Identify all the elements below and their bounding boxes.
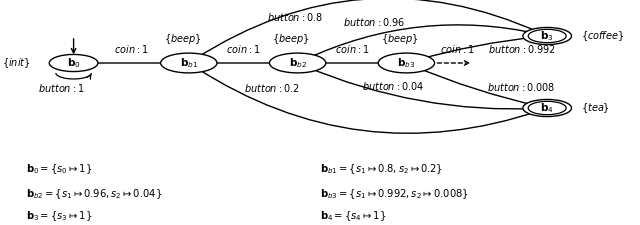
Text: $\mathbf{b}_{b3} = \{s_1 \mapsto 0.992, s_2 \mapsto 0.008\}$: $\mathbf{b}_{b3} = \{s_1 \mapsto 0.992, … bbox=[320, 187, 469, 200]
Text: $button : 0.04$: $button : 0.04$ bbox=[362, 80, 425, 92]
Text: $\{beep\}$: $\{beep\}$ bbox=[381, 32, 419, 46]
Text: $coin : 1$: $coin : 1$ bbox=[335, 43, 369, 55]
Circle shape bbox=[161, 53, 217, 73]
Text: $button : 0.992$: $button : 0.992$ bbox=[488, 43, 556, 55]
Text: $\mathbf{b}_{b2} = \{s_1 \mapsto 0.96, s_2 \mapsto 0.04\}$: $\mathbf{b}_{b2} = \{s_1 \mapsto 0.96, s… bbox=[26, 187, 162, 200]
Text: $\{beep\}$: $\{beep\}$ bbox=[164, 32, 201, 46]
Text: $button : 0.96$: $button : 0.96$ bbox=[343, 16, 406, 28]
Text: $\mathbf{b}_{b3}$: $\mathbf{b}_{b3}$ bbox=[397, 56, 415, 70]
Text: $coin : 1$: $coin : 1$ bbox=[114, 43, 148, 55]
Text: $button : 1$: $button : 1$ bbox=[38, 82, 84, 94]
Text: $\mathbf{b}_{b2}$: $\mathbf{b}_{b2}$ bbox=[289, 56, 307, 70]
Circle shape bbox=[49, 54, 98, 72]
Text: $button : 0.8$: $button : 0.8$ bbox=[266, 11, 323, 23]
Text: $\mathbf{b}_{b1}$: $\mathbf{b}_{b1}$ bbox=[180, 56, 198, 70]
Circle shape bbox=[523, 27, 572, 45]
Text: $\{beep\}$: $\{beep\}$ bbox=[273, 32, 310, 46]
Text: $\mathbf{b}_3 = \{s_3 \mapsto 1\}$: $\mathbf{b}_3 = \{s_3 \mapsto 1\}$ bbox=[26, 209, 92, 223]
Text: $button : 0.008$: $button : 0.008$ bbox=[488, 81, 556, 93]
Text: $\{coffee\}$: $\{coffee\}$ bbox=[581, 29, 625, 43]
Circle shape bbox=[378, 53, 435, 73]
Text: $button : 0.2$: $button : 0.2$ bbox=[244, 82, 300, 94]
Circle shape bbox=[523, 99, 572, 117]
Text: $\{init\}$: $\{init\}$ bbox=[2, 56, 30, 70]
Text: $\mathbf{b}_0 = \{s_0 \mapsto 1\}$: $\mathbf{b}_0 = \{s_0 \mapsto 1\}$ bbox=[26, 162, 92, 176]
Text: $\mathbf{b}_{b1} = \{s_1 \mapsto 0.8, s_2 \mapsto 0.2\}$: $\mathbf{b}_{b1} = \{s_1 \mapsto 0.8, s_… bbox=[320, 162, 443, 176]
Text: $\{tea\}$: $\{tea\}$ bbox=[581, 101, 610, 115]
Text: $\mathbf{b}_4 = \{s_4 \mapsto 1\}$: $\mathbf{b}_4 = \{s_4 \mapsto 1\}$ bbox=[320, 209, 387, 223]
Text: $\mathbf{b}_3$: $\mathbf{b}_3$ bbox=[540, 29, 554, 43]
Text: $coin : 1$: $coin : 1$ bbox=[226, 43, 260, 55]
Circle shape bbox=[269, 53, 326, 73]
Text: $\mathbf{b}_4$: $\mathbf{b}_4$ bbox=[540, 101, 554, 115]
Text: $\mathbf{b}_0$: $\mathbf{b}_0$ bbox=[67, 56, 81, 70]
Text: $coin : 1$: $coin : 1$ bbox=[440, 43, 475, 55]
